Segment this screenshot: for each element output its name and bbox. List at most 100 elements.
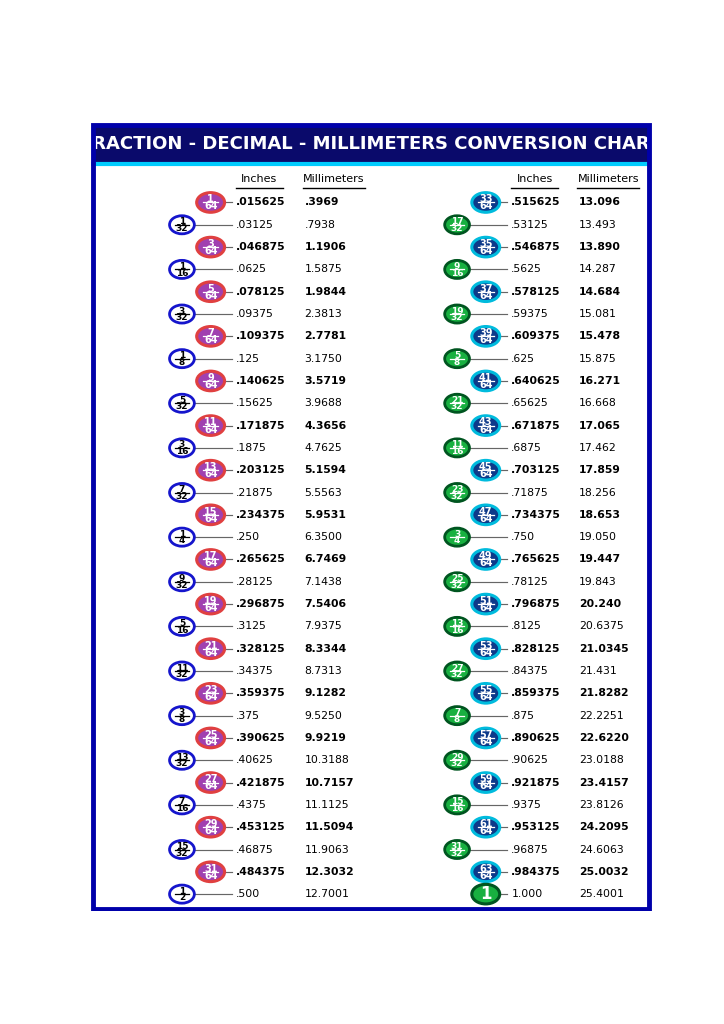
Text: .78125: .78125 [511, 577, 549, 587]
Text: 47: 47 [479, 507, 492, 517]
Text: 2.3813: 2.3813 [304, 309, 342, 319]
Text: 64: 64 [204, 246, 217, 256]
Text: .1875: .1875 [236, 443, 267, 453]
Text: 43: 43 [479, 418, 492, 427]
Text: 32: 32 [451, 313, 463, 323]
Text: 13: 13 [451, 618, 463, 628]
Text: 64: 64 [204, 291, 217, 301]
Text: 7.5406: 7.5406 [304, 599, 347, 609]
Text: 15.875: 15.875 [578, 353, 617, 364]
Ellipse shape [472, 683, 500, 703]
Text: Inches: Inches [516, 174, 552, 184]
Text: 19.447: 19.447 [578, 554, 621, 564]
Text: 1: 1 [480, 885, 492, 903]
Text: .921875: .921875 [511, 777, 561, 787]
Text: 5: 5 [179, 396, 185, 404]
Ellipse shape [472, 773, 500, 793]
Text: 32: 32 [451, 224, 463, 232]
Text: 4: 4 [454, 537, 460, 545]
Text: 8.3344: 8.3344 [304, 644, 347, 653]
Text: .7938: .7938 [304, 220, 335, 229]
Text: 8: 8 [179, 715, 185, 724]
Text: .03125: .03125 [236, 220, 274, 229]
Text: 59: 59 [479, 774, 492, 784]
Text: Millimeters: Millimeters [303, 174, 365, 184]
Text: 32: 32 [451, 581, 463, 590]
Text: .3969: .3969 [304, 198, 339, 208]
Text: 33: 33 [479, 195, 492, 205]
Text: 19: 19 [204, 596, 217, 606]
Ellipse shape [445, 617, 469, 636]
Text: .421875: .421875 [236, 777, 286, 787]
Text: 5: 5 [207, 284, 214, 294]
Text: 64: 64 [479, 826, 492, 837]
Text: .671875: .671875 [511, 421, 561, 430]
Text: 21.8282: 21.8282 [578, 688, 628, 698]
Ellipse shape [472, 594, 500, 614]
Text: 9: 9 [179, 574, 185, 584]
Text: 29: 29 [451, 753, 463, 762]
Text: 17.859: 17.859 [578, 465, 620, 475]
Ellipse shape [472, 885, 500, 904]
Text: 11: 11 [176, 664, 188, 673]
Text: .953125: .953125 [511, 822, 561, 833]
Text: Millimeters: Millimeters [578, 174, 639, 184]
Text: .390625: .390625 [236, 733, 286, 743]
Ellipse shape [445, 305, 469, 324]
Text: 2: 2 [179, 893, 185, 902]
Text: 61: 61 [479, 819, 492, 829]
Text: 64: 64 [479, 781, 492, 792]
Text: 1.9844: 1.9844 [304, 287, 346, 297]
Text: .28125: .28125 [236, 577, 274, 587]
Text: 1.1906: 1.1906 [304, 242, 346, 252]
Text: 64: 64 [479, 870, 492, 881]
Text: 16: 16 [176, 626, 188, 635]
Text: .453125: .453125 [236, 822, 286, 833]
Text: 57: 57 [479, 730, 492, 739]
Text: .40625: .40625 [236, 756, 274, 765]
Text: 1: 1 [179, 529, 185, 539]
Text: 64: 64 [479, 469, 492, 479]
Text: 21.0345: 21.0345 [578, 644, 628, 653]
Text: 15: 15 [204, 507, 217, 517]
Text: .515625: .515625 [511, 198, 561, 208]
Text: 16: 16 [451, 268, 463, 278]
Text: 7: 7 [207, 329, 214, 338]
Text: 14.287: 14.287 [578, 264, 617, 274]
Ellipse shape [472, 550, 500, 569]
Ellipse shape [445, 260, 469, 279]
Text: 16.271: 16.271 [578, 376, 621, 386]
Text: 64: 64 [204, 335, 217, 345]
Text: 22.2251: 22.2251 [578, 711, 623, 721]
Text: 16: 16 [176, 268, 188, 278]
Text: .71875: .71875 [511, 487, 549, 498]
Text: .5625: .5625 [511, 264, 542, 274]
Text: 2.7781: 2.7781 [304, 332, 347, 341]
Ellipse shape [472, 639, 500, 658]
Ellipse shape [169, 305, 194, 324]
Text: .90625: .90625 [511, 756, 550, 765]
Text: .578125: .578125 [511, 287, 561, 297]
Text: .3125: .3125 [236, 622, 267, 632]
Text: 27: 27 [204, 774, 217, 784]
Ellipse shape [445, 662, 469, 680]
Ellipse shape [169, 752, 194, 769]
Ellipse shape [197, 728, 224, 748]
Text: 1.5875: 1.5875 [304, 264, 342, 274]
Text: .500: .500 [236, 889, 261, 899]
Text: .875: .875 [511, 711, 535, 721]
Text: .9375: .9375 [511, 800, 542, 810]
Text: 21.431: 21.431 [578, 666, 617, 676]
Text: 20.240: 20.240 [578, 599, 621, 609]
Text: 63: 63 [479, 863, 492, 873]
Text: .109375: .109375 [236, 332, 286, 341]
Text: 13: 13 [204, 462, 217, 472]
Ellipse shape [169, 439, 194, 457]
Text: 31: 31 [451, 842, 463, 851]
Text: 23.4157: 23.4157 [578, 777, 628, 787]
Text: .609375: .609375 [511, 332, 561, 341]
Ellipse shape [472, 238, 500, 257]
FancyBboxPatch shape [93, 125, 649, 164]
Text: 64: 64 [479, 603, 492, 613]
Text: 16: 16 [451, 804, 463, 813]
